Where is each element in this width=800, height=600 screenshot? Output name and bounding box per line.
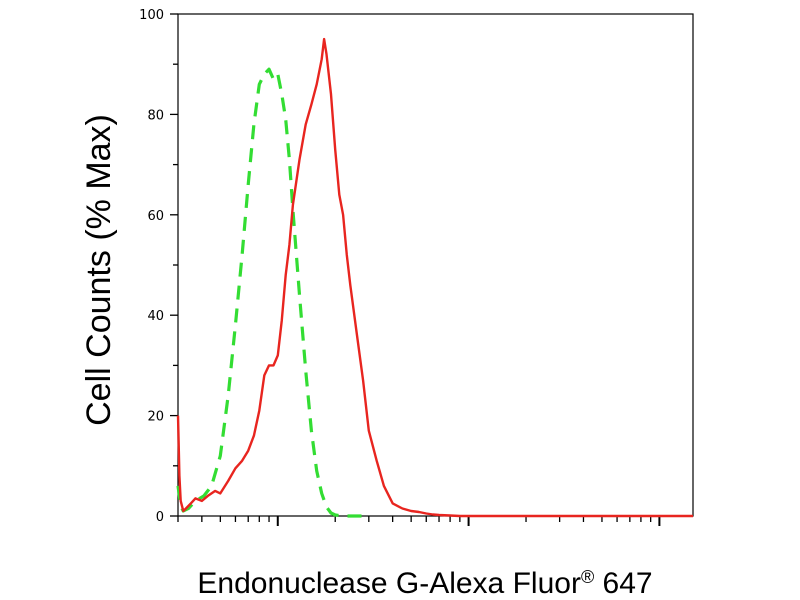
x-axis bbox=[177, 516, 661, 526]
plot-border bbox=[177, 13, 694, 517]
y-axis: 0 20 40 60 80 100 bbox=[139, 8, 178, 525]
series-solid-line bbox=[176, 37, 693, 518]
y-tick-label: 60 bbox=[147, 209, 164, 224]
y-tick-label: 0 bbox=[156, 510, 164, 525]
x-axis-label-suffix: 647 bbox=[594, 567, 652, 600]
series-dashed-line bbox=[176, 67, 369, 518]
x-axis-label-main: Endonuclease G-Alexa Fluor bbox=[197, 567, 581, 600]
y-tick-label: 80 bbox=[147, 108, 164, 123]
x-axis-label: Endonuclease G-Alexa Fluor® 647 bbox=[197, 567, 652, 600]
series-layer bbox=[176, 37, 693, 518]
y-axis-label: Cell Counts (% Max) bbox=[80, 114, 118, 426]
y-tick-label: 100 bbox=[139, 8, 164, 23]
y-tick-label: 40 bbox=[147, 309, 164, 324]
x-axis-label-sup: ® bbox=[581, 567, 594, 587]
plot-frame bbox=[177, 13, 694, 517]
y-tick-label: 20 bbox=[147, 410, 164, 425]
